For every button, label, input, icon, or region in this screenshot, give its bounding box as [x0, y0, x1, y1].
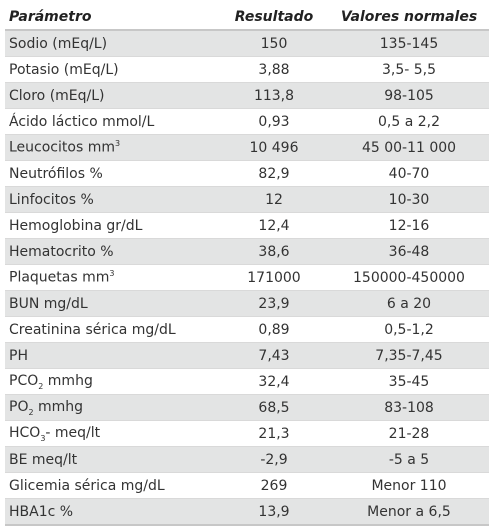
row-normal: -5 a 5	[329, 446, 489, 473]
row-result: 82,9	[219, 160, 329, 187]
row-param: Cloro (mEq/L)	[5, 82, 219, 109]
row-param-subscript: 2	[38, 381, 44, 391]
row-param: Hemoglobina gr/dL	[5, 212, 219, 239]
row-param: BE meq/lt	[5, 446, 219, 473]
row-result: 3,88	[219, 56, 329, 83]
row-param: Potasio (mEq/L)	[5, 56, 219, 83]
row-param: Creatinina sérica mg/dL	[5, 316, 219, 343]
row-normal: 6 a 20	[329, 290, 489, 317]
row-result: 113,8	[219, 82, 329, 109]
row-param: Neutrófilos %	[5, 160, 219, 187]
table-row: Sodio (mEq/L) 150 135-145	[5, 30, 489, 57]
header-parametro: Parámetro	[5, 4, 219, 31]
row-result: 7,43	[219, 342, 329, 369]
table-row: Hemoglobina gr/dL 12,4 12-16	[5, 212, 489, 239]
table-row: HBA1c % 13,9 Menor a 6,5	[5, 498, 489, 526]
row-param: Glicemia sérica mg/dL	[5, 472, 219, 499]
row-param-text: HCO	[9, 424, 41, 441]
row-param: PH	[5, 342, 219, 369]
table-row: Glicemia sérica mg/dL 269 Menor 110	[5, 472, 489, 499]
header-valores-normales: Valores normales	[329, 4, 489, 31]
row-result: 12,4	[219, 212, 329, 239]
table-row: Potasio (mEq/L) 3,88 3,5- 5,5	[5, 56, 489, 83]
row-result: 12	[219, 186, 329, 213]
row-normal: 0,5-1,2	[329, 316, 489, 343]
row-result: 0,93	[219, 108, 329, 135]
row-result: 68,5	[219, 394, 329, 421]
table-row: HCO3- meq/lt 21,3 21-28	[5, 420, 489, 447]
row-param-text: PCO	[9, 372, 39, 389]
row-param-superscript: 3	[114, 139, 121, 149]
row-param: Sodio (mEq/L)	[5, 30, 219, 57]
row-result: -2,9	[219, 446, 329, 473]
row-param: Leucocitos mm3	[5, 134, 219, 161]
row-param-unit: mmhg	[43, 372, 93, 389]
row-param-text: Leucocitos mm	[9, 139, 115, 156]
row-result: 171000	[219, 264, 329, 291]
row-param-text: PO	[9, 398, 29, 415]
row-param-superscript: 3	[109, 269, 115, 279]
table-row: Ácido láctico mmol/L 0,93 0,5 a 2,2	[5, 108, 489, 135]
table-row: Creatinina sérica mg/dL 0,89 0,5-1,2	[5, 316, 489, 343]
row-normal: 7,35-7,45	[329, 342, 489, 369]
row-normal: 0,5 a 2,2	[329, 108, 489, 135]
row-normal: 45 00-11 000	[329, 134, 489, 161]
row-normal: 21-28	[329, 420, 489, 447]
row-normal: 83-108	[329, 394, 489, 421]
table-row: Plaquetas mm3 171000 150000-450000	[5, 264, 489, 291]
row-param: Ácido láctico mmol/L	[5, 108, 219, 135]
table-row: PH 7,43 7,35-7,45	[5, 342, 489, 369]
row-normal: 3,5- 5,5	[329, 56, 489, 83]
row-result: 21,3	[219, 420, 329, 447]
row-param: PCO2 mmhg	[5, 368, 219, 395]
table-row: PCO2 mmhg 32,4 35-45	[5, 368, 489, 395]
row-result: 13,9	[219, 498, 329, 526]
row-result: 38,6	[219, 238, 329, 265]
table-row: Neutrófilos % 82,9 40-70	[5, 160, 489, 187]
row-param-unit: - meq/lt	[45, 424, 101, 441]
header-row: Parámetro Resultado Valores normales	[5, 4, 489, 31]
row-normal: Menor a 6,5	[329, 498, 489, 526]
row-normal: Menor 110	[329, 472, 489, 499]
row-normal: 12-16	[329, 212, 489, 239]
table-row: Linfocitos % 12 10-30	[5, 186, 489, 213]
row-result: 23,9	[219, 290, 329, 317]
row-result: 269	[219, 472, 329, 499]
row-normal: 40-70	[329, 160, 489, 187]
row-result: 150	[219, 30, 329, 57]
header-resultado: Resultado	[219, 4, 329, 31]
row-param-text: Plaquetas mm	[9, 269, 110, 286]
lab-results-table: Parámetro Resultado Valores normales Sod…	[5, 4, 489, 526]
row-param-subscript: 2	[28, 407, 34, 417]
table-row: PO2 mmhg 68,5 83-108	[5, 394, 489, 421]
row-param: Hematocrito %	[5, 238, 219, 265]
row-param: Plaquetas mm3	[5, 264, 219, 291]
row-result: 0,89	[219, 316, 329, 343]
row-param-unit: mmhg	[33, 398, 84, 415]
row-result: 10 496	[219, 134, 329, 161]
table-row: BE meq/lt -2,9 -5 a 5	[5, 446, 489, 473]
row-normal: 150000-450000	[329, 264, 489, 291]
row-normal: 36-48	[329, 238, 489, 265]
row-normal: 98-105	[329, 82, 489, 109]
table-row: BUN mg/dL 23,9 6 a 20	[5, 290, 489, 317]
row-param: HCO3- meq/lt	[5, 420, 219, 447]
row-param: BUN mg/dL	[5, 290, 219, 317]
row-param-subscript: 3	[40, 433, 46, 443]
row-param: Linfocitos %	[5, 186, 219, 213]
row-param: PO2 mmhg	[5, 394, 219, 421]
row-param: HBA1c %	[5, 498, 219, 526]
table-row: Cloro (mEq/L) 113,8 98-105	[5, 82, 489, 109]
row-result: 32,4	[219, 368, 329, 395]
table-row: Hematocrito % 38,6 36-48	[5, 238, 489, 265]
row-normal: 135-145	[329, 30, 489, 57]
row-normal: 35-45	[329, 368, 489, 395]
table-row: Leucocitos mm3 10 496 45 00-11 000	[5, 134, 489, 161]
row-normal: 10-30	[329, 186, 489, 213]
